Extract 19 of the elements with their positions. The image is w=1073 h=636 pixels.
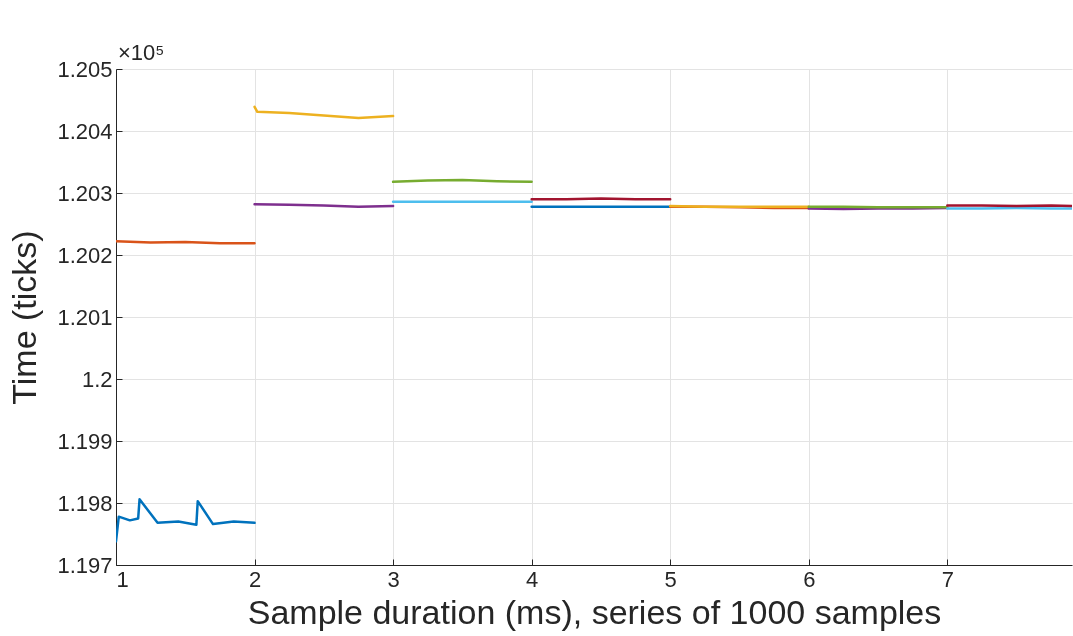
x-tick-label: 2 (248, 566, 262, 592)
text: ×10⁵ (118, 40, 165, 65)
y-tick-label: 1.2 (81, 366, 113, 392)
y-axis-title: Time (ticks) (5, 230, 44, 405)
x-axis-title: Sample duration (ms), series of 1000 samples (247, 592, 942, 631)
y-tick-label: 1.202 (57, 242, 113, 268)
x-tick-label: 7 (941, 566, 954, 592)
x-tick-label: 1 (116, 566, 129, 592)
x-tick-label: 6 (803, 566, 816, 592)
y-tick-label: 1.204 (57, 118, 113, 144)
y-tick-label: 1.197 (57, 552, 113, 578)
y-tick-label: 1.198 (57, 490, 113, 516)
x-tick-label: 5 (664, 566, 677, 592)
y-tick-label: 1.201 (57, 304, 113, 330)
y-tick-label: 1.203 (57, 180, 113, 206)
x-tick-label: 3 (387, 566, 400, 592)
x-tick-label: 4 (526, 566, 539, 592)
y-tick-label: 1.205 (57, 56, 113, 82)
y-tick-label: 1.199 (57, 428, 113, 454)
